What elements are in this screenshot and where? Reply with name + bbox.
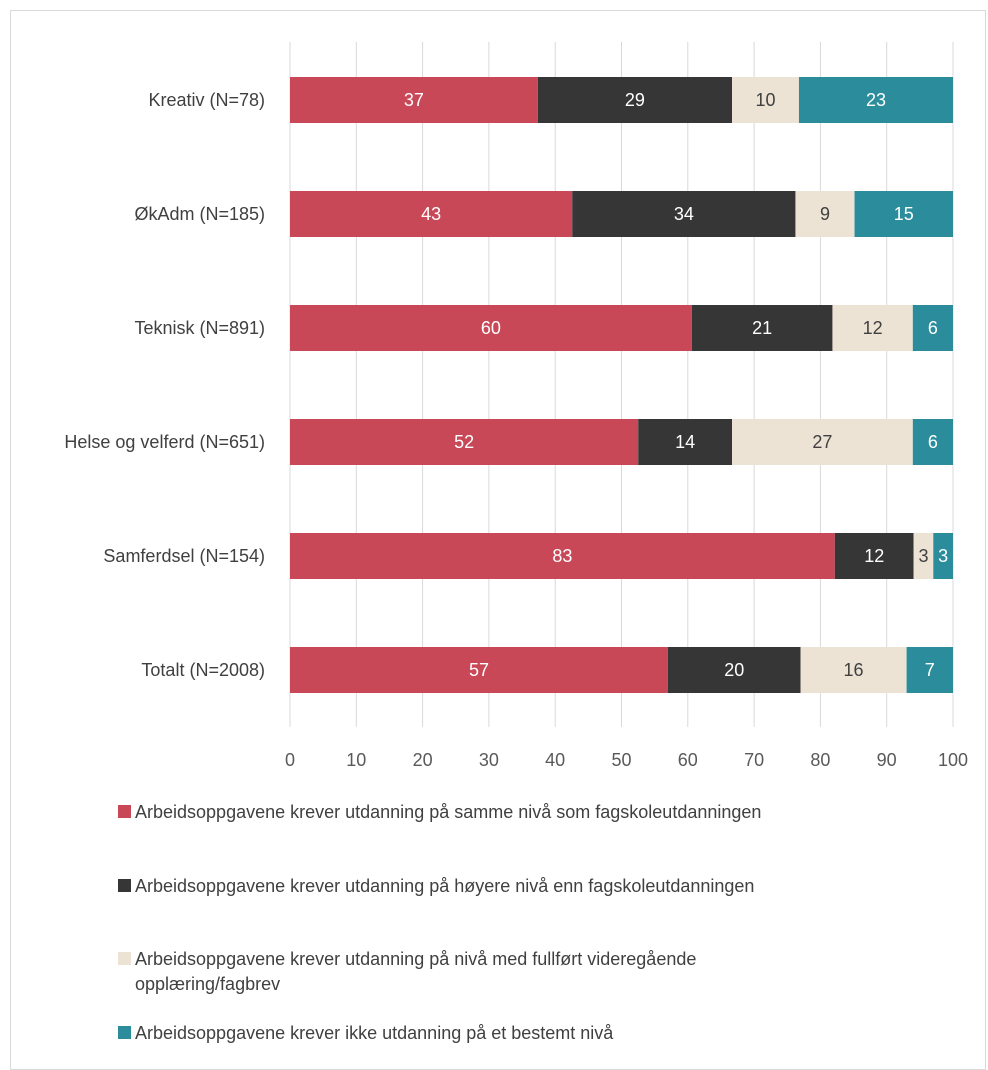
bar-segment — [832, 305, 913, 351]
data-label: 29 — [625, 90, 645, 110]
legend-swatch — [118, 1026, 131, 1039]
category-label: Teknisk (N=891) — [134, 318, 265, 338]
x-tick-label: 30 — [479, 750, 499, 770]
bar-segment — [638, 419, 732, 465]
legend-label: Arbeidsoppgavene krever utdanning på sam… — [135, 802, 762, 822]
legend-item: Arbeidsoppgavene krever utdanning på høy… — [118, 874, 895, 899]
category-labels: Kreativ (N=78) ØkAdm (N=185) Teknisk (N=89… — [64, 90, 265, 680]
legend-label: Arbeidsoppgavene krever ikke utdanning p… — [135, 1023, 614, 1043]
data-label: 20 — [724, 660, 744, 680]
x-tick-labels: 0 10 20 30 40 50 60 70 80 90 100 — [285, 750, 968, 770]
data-label: 16 — [844, 660, 864, 680]
data-label: 21 — [752, 318, 772, 338]
data-label: 6 — [928, 432, 938, 452]
data-label: 83 — [552, 546, 572, 566]
data-label: 34 — [674, 204, 694, 224]
x-tick-label: 100 — [938, 750, 968, 770]
x-tick-label: 70 — [744, 750, 764, 770]
bar-segment — [834, 533, 914, 579]
category-label: Kreativ (N=78) — [148, 90, 265, 110]
legend-label: Arbeidsoppgavene krever utdanning på niv… — [135, 947, 895, 997]
bar-segment — [912, 419, 953, 465]
data-label: 57 — [469, 660, 489, 680]
bar-segment — [290, 191, 573, 237]
gridlines — [289, 42, 954, 727]
data-label: 23 — [866, 90, 886, 110]
bar-segment — [933, 533, 953, 579]
x-tick-label: 40 — [545, 750, 565, 770]
bar-segment — [290, 533, 835, 579]
legend-swatch — [118, 952, 131, 965]
data-label: 15 — [894, 204, 914, 224]
x-tick-label: 0 — [285, 750, 295, 770]
data-label: 3 — [918, 546, 928, 566]
legend-item: Arbeidsoppgavene krever ikke utdanning p… — [118, 1021, 895, 1046]
data-label: 7 — [925, 660, 935, 680]
bar-segment — [906, 647, 953, 693]
legend-swatch — [118, 805, 131, 818]
bar-segment — [732, 419, 913, 465]
bar-segment — [290, 419, 639, 465]
bar-segment — [798, 77, 953, 123]
data-label: 52 — [454, 432, 474, 452]
x-tick-label: 90 — [877, 750, 897, 770]
legend-item: Arbeidsoppgavene krever utdanning på sam… — [118, 800, 895, 825]
x-tick-label: 60 — [678, 750, 698, 770]
bar-segment — [795, 191, 855, 237]
bar-segment — [913, 533, 934, 579]
category-label: Helse og velferd (N=651) — [64, 432, 265, 452]
data-label: 6 — [928, 318, 938, 338]
bar-segment — [912, 305, 953, 351]
bar-segment — [691, 305, 833, 351]
legend-label-line: Arbeidsoppgavene krever utdanning på niv… — [135, 949, 697, 969]
bar-segment — [732, 77, 799, 123]
legend-swatch — [118, 879, 131, 892]
data-label: 12 — [864, 546, 884, 566]
bar-segment — [290, 647, 668, 693]
data-label: 9 — [820, 204, 830, 224]
data-label: 27 — [812, 432, 832, 452]
bar-segment — [854, 191, 953, 237]
bar-segment — [537, 77, 732, 123]
data-label: 43 — [421, 204, 441, 224]
legend-label: Arbeidsoppgavene krever utdanning på høy… — [135, 876, 755, 896]
data-label: 60 — [481, 318, 501, 338]
x-tick-label: 20 — [413, 750, 433, 770]
legend-label-line: opplæring/fagbrev — [135, 974, 281, 994]
bar-segment — [667, 647, 801, 693]
bar-segment — [572, 191, 796, 237]
bar-segment — [800, 647, 907, 693]
data-label: 10 — [755, 90, 775, 110]
data-label: 37 — [404, 90, 424, 110]
category-label: Samferdsel (N=154) — [103, 546, 265, 566]
x-tick-label: 50 — [611, 750, 631, 770]
bars — [290, 77, 953, 693]
bar-segment — [290, 305, 692, 351]
data-label: 3 — [938, 546, 948, 566]
x-tick-label: 10 — [346, 750, 366, 770]
category-label: Totalt (N=2008) — [141, 660, 265, 680]
data-label: 14 — [675, 432, 695, 452]
x-tick-label: 80 — [810, 750, 830, 770]
bar-segment — [290, 77, 538, 123]
data-labels: 37 29 10 23 43 34 9 15 60 21 12 6 52 14 27 6 83 12 3 3 57 20 1… — [404, 90, 948, 680]
data-label: 12 — [863, 318, 883, 338]
category-label: ØkAdm (N=185) — [134, 204, 265, 224]
legend-item: Arbeidsoppgavene krever utdanning på niv… — [118, 947, 895, 997]
